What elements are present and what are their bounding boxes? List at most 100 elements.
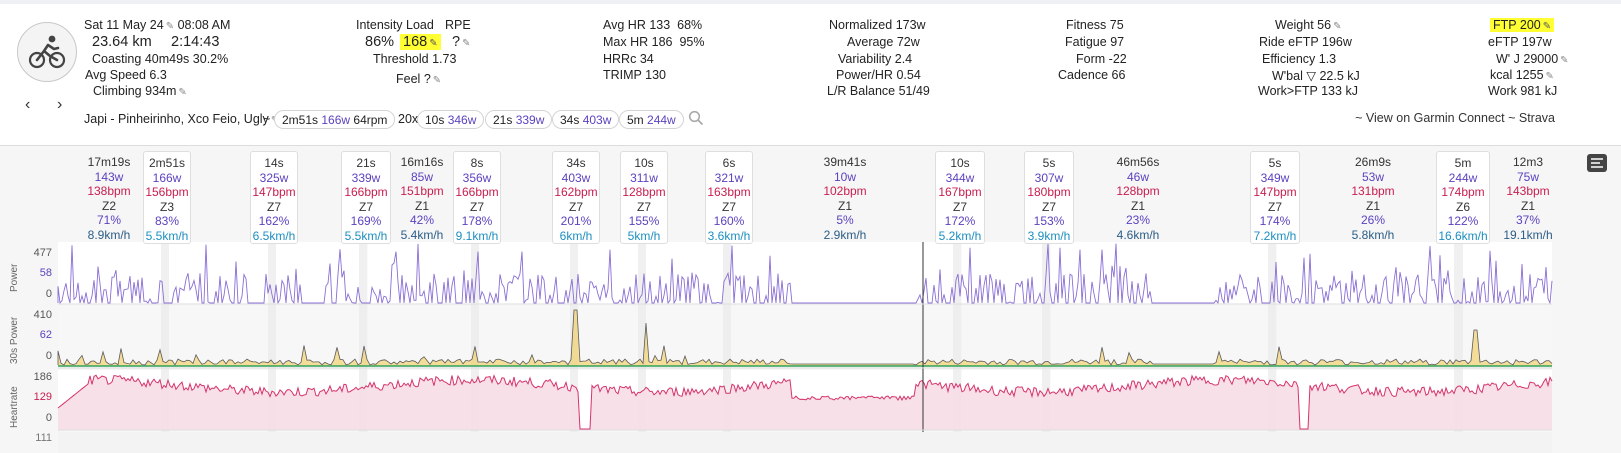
interval-band [359, 242, 368, 432]
interval-band [953, 242, 962, 432]
fitness-stat: Fitness 75 [1066, 18, 1124, 32]
edit-icon[interactable]: ✎ [462, 38, 471, 49]
interval-band [268, 242, 276, 432]
lr-balance-stat: L/R Balance 51/49 [827, 84, 930, 98]
variability-stat: Variability 2.4 [838, 52, 913, 66]
interval-card[interactable]: 2m51s 166w 156bpm Z3 83% 5.5km/h [143, 151, 191, 244]
interval-card[interactable]: 10s 311w 128bpm Z7 155% 5km/h [620, 151, 668, 244]
edit-icon[interactable]: ✎ [1560, 55, 1569, 66]
extra-panel-bg [58, 432, 1552, 453]
interval-card[interactable]: 39m41s 10w 102bpm Z1 5% 2.9km/h [823, 155, 867, 242]
interval-card[interactable]: 26m9s 53w 131bpm Z1 26% 5.8km/h [1351, 155, 1395, 242]
avg-hr-stat: Avg HR 133 68% [603, 18, 703, 32]
fatigue-stat: Fatigue 97 [1065, 35, 1125, 49]
interval-card[interactable]: 34s 403w 162bpm Z7 201% 6km/h [552, 151, 600, 244]
duration-value: 2:14:43 [171, 34, 220, 50]
avg-speed-stat: Avg Speed 6.3 [85, 68, 167, 82]
interval-count: 20x [398, 112, 419, 126]
hr-tick: 0 [45, 412, 52, 424]
p30-tick: 0 [45, 350, 52, 362]
tilde-separator: ~ [263, 112, 271, 126]
interval-card[interactable]: 10s 344w 167bpm Z7 172% 5.2km/h [935, 151, 985, 244]
interval-card[interactable]: 5m 244w 174bpm Z6 122% 16.6km/h [1436, 151, 1490, 244]
coasting-stat: Coasting 40m49s 30.2% [92, 52, 229, 66]
p30-trace [57, 309, 1553, 366]
kcal-stat[interactable]: kcal 1255 ✎ [1490, 68, 1554, 82]
interval-card[interactable]: 8s 356w 166bpm Z7 178% 9.1km/h [453, 151, 501, 244]
search-icon[interactable] [688, 110, 704, 129]
edit-icon[interactable]: ✎ [1333, 21, 1342, 32]
chart-menu-icon[interactable] [1587, 154, 1607, 172]
interval-band [638, 242, 646, 432]
max-hr-stat: Max HR 186 95% [603, 35, 705, 49]
edit-icon[interactable]: ✎ [165, 21, 175, 32]
interval-band [723, 242, 731, 432]
load-label: Load [406, 18, 434, 32]
activity-header: ‹ › Sat 11 May 24 ✎ 08:08 AM 23.64 km 2:1… [0, 4, 1621, 146]
wbal-stat[interactable]: W'bal ▽ 22.5 kJ [1272, 69, 1360, 83]
cadence-stat: Cadence 66 [1058, 68, 1126, 82]
edit-icon[interactable]: ✎ [178, 87, 187, 98]
power-tick: 477 [33, 247, 52, 259]
interval-band [161, 242, 169, 432]
weight-stat[interactable]: Weight 56 ✎ [1275, 18, 1342, 32]
power-panel-bg [58, 242, 1552, 304]
hrrc-stat: HRRc 34 [603, 52, 654, 66]
hr-area [58, 375, 1552, 430]
hr-tick: 129 [33, 391, 52, 403]
interval-band [1042, 242, 1051, 432]
interval-card[interactable]: 21s 339w 166bpm Z7 169% 5.5km/h [341, 151, 391, 244]
interval-chip[interactable]: 10s 346w [417, 110, 485, 129]
average-power-stat: Average 72w [847, 35, 920, 49]
form-stat: Form -22 [1076, 52, 1127, 66]
power-hr-stat: Power/HR 0.54 [836, 68, 921, 82]
p30-panel-bg [58, 306, 1552, 368]
interval-band [1454, 242, 1463, 432]
interval-card[interactable]: 12m3 75w 143bpm Z1 37% 19.1km/h [1503, 155, 1553, 242]
trimp-stat: TRIMP 130 [603, 68, 667, 82]
edit-icon[interactable]: ✎ [432, 75, 442, 86]
load-value[interactable]: 168 ✎ [400, 34, 441, 50]
interval-card[interactable]: 6s 321w 163bpm Z7 160% 3.6km/h [705, 151, 753, 244]
top-strip [0, 0, 1621, 4]
work-ftp-stat: Work>FTP 133 kJ [1258, 84, 1358, 98]
intensity-label: Intensity [356, 18, 403, 32]
interval-band [1268, 242, 1277, 432]
next-activity-button[interactable]: › [57, 96, 63, 113]
edit-icon[interactable]: ✎ [1545, 71, 1554, 82]
activity-chart[interactable]: 17m19s 143w 138bpm Z2 71% 8.9km/h 2m51s 166w 15… [0, 146, 1621, 453]
interval-card[interactable]: 16m16s 85w 151bpm Z1 42% 5.4km/h [400, 155, 444, 242]
rpe-label: RPE [445, 18, 471, 32]
ftp-stat[interactable]: FTP 200 ✎ [1490, 18, 1555, 32]
power-trace [57, 243, 1553, 305]
interval-card[interactable]: 5s 349w 147bpm Z7 174% 7.2km/h [1250, 151, 1300, 244]
interval-card[interactable]: 46m56s 46w 128bpm Z1 23% 4.6km/h [1116, 155, 1160, 242]
power-tick: 58 [39, 267, 52, 279]
eftp-stat: eFTP 197w [1488, 35, 1552, 49]
hr-trace [57, 374, 1553, 430]
intensity-value: 86% [365, 34, 395, 50]
hr-tick: 186 [33, 371, 52, 383]
interval-card[interactable]: 17m19s 143w 138bpm Z2 71% 8.9km/h [87, 155, 131, 242]
interval-chip[interactable]: 21s 339w [485, 110, 553, 129]
activity-name[interactable]: Japi - Pinheirinho, Xco Feio, Ugly✎ [84, 112, 279, 126]
external-links[interactable]: ~ View on Garmin Connect ~ Strava [1355, 111, 1555, 125]
rpe-value[interactable]: ? ✎ [452, 34, 471, 50]
interval-chip-main[interactable]: 2m51s 166w 64rpm [274, 110, 396, 129]
interval-chip[interactable]: 34s 403w [552, 110, 620, 129]
interval-card[interactable]: 14s 325w 147bpm Z7 162% 6.5km/h [250, 151, 298, 244]
work-stat: Work 981 kJ [1488, 84, 1558, 98]
chart-canvas[interactable] [0, 146, 1621, 453]
prev-activity-button[interactable]: ‹ [25, 96, 31, 113]
interval-card[interactable]: 5s 307w 180bpm Z7 153% 3.9km/h [1024, 151, 1074, 244]
feel-stat[interactable]: Feel ? ✎ [396, 72, 442, 86]
activity-datetime[interactable]: Sat 11 May 24 ✎ 08:08 AM [84, 18, 231, 32]
climbing-stat: Climbing 934m ✎ [93, 84, 187, 98]
wprime-stat[interactable]: W' J 29000 ✎ [1496, 52, 1569, 66]
p30-axis-label: 30s Power [9, 316, 20, 364]
interval-chip[interactable]: 5m 244w [619, 110, 684, 129]
power-axis-label: Power [9, 263, 20, 292]
efficiency-stat: Efficiency 1.3 [1262, 52, 1337, 66]
p30-tick: 410 [33, 309, 52, 321]
normalized-power-stat: Normalized 173w [829, 18, 926, 32]
